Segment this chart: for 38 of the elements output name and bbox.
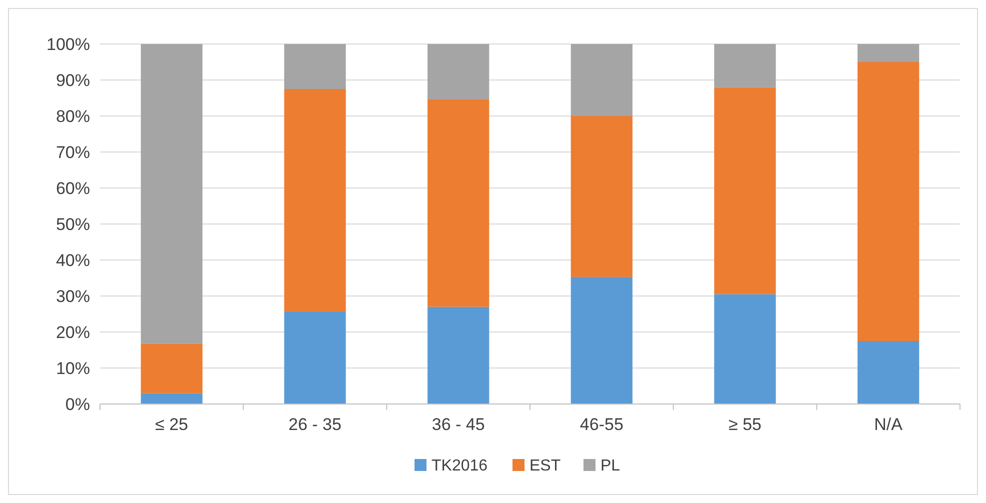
y-tick-label: 90% <box>56 70 90 90</box>
y-tick-label: 30% <box>56 286 90 306</box>
y-tick-label: 20% <box>56 322 90 342</box>
x-tick-label: ≥ 55 <box>728 415 762 434</box>
bar <box>428 306 490 404</box>
y-tick-label: 60% <box>56 178 90 198</box>
bar <box>858 62 920 341</box>
y-tick-label: 10% <box>56 358 90 378</box>
x-tick-label: 26 - 35 <box>288 415 342 434</box>
legend-label: EST <box>530 458 561 475</box>
bar <box>858 341 920 404</box>
legend-label: TK2016 <box>432 458 488 475</box>
x-tick-label: ≤ 25 <box>155 415 188 434</box>
bar <box>428 99 490 307</box>
bar <box>714 87 776 294</box>
y-tick-label: 80% <box>56 106 90 126</box>
y-tick-label: 0% <box>65 394 90 414</box>
y-tick-label: 40% <box>56 250 90 270</box>
bar <box>140 393 202 404</box>
x-tick-label: 46-55 <box>580 415 624 434</box>
bar <box>140 344 202 394</box>
bar <box>570 44 632 116</box>
bar <box>428 44 490 100</box>
y-tick-label: 100% <box>46 34 90 54</box>
bar <box>284 311 346 404</box>
bar <box>140 44 202 344</box>
legend-label: PL <box>600 458 620 475</box>
x-tick-label: 36 - 45 <box>432 415 485 434</box>
bar <box>284 44 346 89</box>
x-tick-label: N/A <box>874 415 904 434</box>
bar <box>858 44 920 62</box>
bar <box>570 116 632 277</box>
bar <box>714 44 776 88</box>
y-tick-label: 50% <box>56 214 90 234</box>
y-tick-label: 70% <box>56 142 90 162</box>
bar <box>714 294 776 404</box>
bar <box>284 89 346 312</box>
bar <box>570 276 632 404</box>
